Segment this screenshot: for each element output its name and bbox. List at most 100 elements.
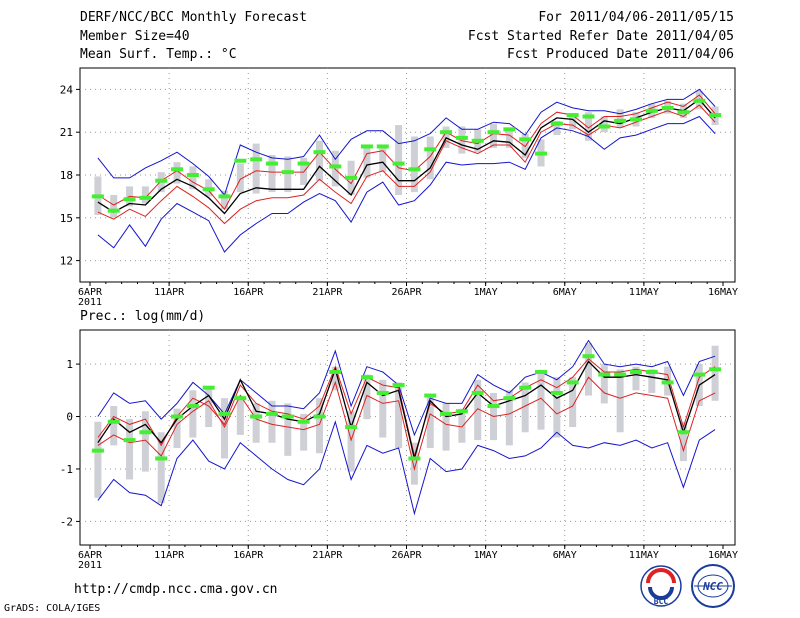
temp-observed-marker <box>487 130 500 135</box>
prec-observed-marker <box>360 375 373 380</box>
temp-observed-marker <box>645 108 658 113</box>
prec-observed-marker <box>155 456 168 461</box>
temp-spread-box <box>268 155 276 193</box>
prec-spread-box <box>300 413 308 451</box>
temp-spread-box <box>458 126 466 154</box>
temp-spread-box <box>616 109 624 128</box>
prec-spread-box <box>474 379 482 441</box>
prec-spread-box <box>521 382 529 433</box>
temp-observed-marker <box>503 127 516 132</box>
prec-spread-box <box>505 390 513 446</box>
prec-observed-marker <box>424 393 437 398</box>
prec-xtick-label: 6APR <box>78 550 103 561</box>
prec-observed-marker <box>171 414 184 419</box>
temp-observed-marker <box>677 110 690 115</box>
variable-label-temperature: Mean Surf. Temp.: °C <box>80 47 237 62</box>
prec-spread-box <box>616 369 624 433</box>
prec-spread-box <box>126 419 134 480</box>
prec-xtick-label: 21APR <box>312 550 343 561</box>
prec-observed-marker <box>550 390 563 395</box>
prec-spread-box <box>157 432 165 504</box>
temp-spread-box <box>236 163 244 193</box>
temp-spread-box <box>173 162 181 184</box>
temp-observed-marker <box>139 195 152 200</box>
temp-spread-box <box>505 130 513 148</box>
prec-spread-box <box>395 382 403 448</box>
forecast-period: For 2011/04/06-2011/05/15 <box>538 10 734 25</box>
variable-label-precipitation: Prec.: log(mm/d) <box>80 309 206 324</box>
temp-spread-box <box>363 146 371 178</box>
source-url[interactable]: http://cmdp.ncc.cma.gov.cn <box>74 582 278 597</box>
temp-observed-marker <box>186 173 199 177</box>
temp-observed-marker <box>329 164 342 169</box>
prec-observed-marker <box>313 414 326 419</box>
temp-xtick-label: 26APR <box>391 287 422 298</box>
prec-spread-box <box>632 366 640 391</box>
prec-observed-marker <box>503 396 516 401</box>
temp-observed-marker <box>550 121 563 126</box>
prec-observed-marker <box>661 380 674 385</box>
temp-xtick-label: 6MAY <box>553 287 577 298</box>
temp-observed-marker <box>535 151 548 156</box>
prec-spread-box <box>141 411 149 472</box>
prec-spread-box <box>648 369 656 393</box>
temp-spread-box <box>252 143 260 194</box>
chart-title: DERF/NCC/BCC Monthly Forecast <box>80 10 307 25</box>
temp-ensemble-max-line <box>97 88 716 197</box>
prec-observed-marker <box>265 411 278 416</box>
temp-observed-marker <box>345 175 358 180</box>
temp-year-label: 2011 <box>78 297 102 308</box>
prec-spread-box <box>110 406 118 446</box>
prec-frame <box>79 329 736 546</box>
temp-observed-marker <box>471 138 484 143</box>
prec-observed-marker <box>234 396 247 401</box>
temp-observed-marker <box>424 147 437 152</box>
temp-xtick-label: 11MAY <box>629 287 659 298</box>
prec-observed-marker <box>645 369 658 374</box>
refer-date: Fcst Started Refer Date 2011/04/05 <box>467 29 734 44</box>
prec-ytick-label: 0 <box>66 411 73 424</box>
prec-observed-marker <box>107 419 120 424</box>
temp-observed-marker <box>155 178 168 183</box>
prec-ensemble-min-line <box>97 420 716 516</box>
prec-year-label: 2011 <box>78 560 102 571</box>
temp-observed-marker <box>234 158 247 163</box>
prec-observed-marker <box>218 411 231 416</box>
temp-xtick-label: 16MAY <box>708 287 738 298</box>
prec-observed-marker <box>329 369 342 374</box>
prec-observed-marker <box>392 383 405 388</box>
temp-observed-marker <box>171 167 184 172</box>
prec-observed-marker <box>139 430 152 435</box>
prec-spread-box <box>600 364 608 404</box>
prec-xtick-label: 11MAY <box>629 550 659 561</box>
temp-observed-marker <box>250 157 263 162</box>
prec-spread-box <box>236 395 244 435</box>
temp-spread-box <box>490 123 498 148</box>
temp-spread-box <box>189 166 197 190</box>
prec-spread-box <box>569 377 577 428</box>
prec-spread-box <box>284 403 292 456</box>
prec-xtick-label: 1MAY <box>474 550 498 561</box>
temp-ytick-label: 12 <box>60 255 73 268</box>
temp-ytick-label: 18 <box>60 169 73 182</box>
prec-observed-marker <box>91 448 104 453</box>
temp-observed-marker <box>107 208 120 213</box>
prec-xtick-label: 6MAY <box>553 550 577 561</box>
ncc-logo-text: NCC <box>702 580 723 593</box>
temp-observed-marker <box>408 167 421 172</box>
temp-observed-marker <box>123 197 136 202</box>
prec-spread-box <box>426 395 434 448</box>
temp-spread-box <box>584 112 592 141</box>
temp-observed-marker <box>376 144 389 149</box>
temp-observed-marker <box>693 98 706 103</box>
temp-observed-marker <box>598 124 611 129</box>
temp-xtick-label: 6APR <box>78 287 103 298</box>
prec-ytick-label: -1 <box>60 463 73 476</box>
temp-observed-marker <box>519 137 532 142</box>
temp-spread-box <box>569 113 577 130</box>
temp-spread-box <box>221 190 229 210</box>
prec-observed-marker <box>693 372 706 377</box>
prec-spread-box <box>584 343 592 396</box>
temp-observed-marker <box>392 161 405 166</box>
temp-ytick-label: 21 <box>60 126 73 139</box>
